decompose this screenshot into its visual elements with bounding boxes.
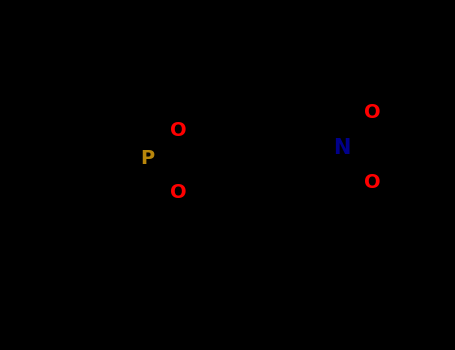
- Text: O: O: [170, 120, 186, 140]
- Text: P: P: [140, 148, 154, 168]
- Text: N: N: [334, 138, 351, 158]
- Text: O: O: [364, 103, 380, 121]
- Text: O: O: [170, 182, 186, 202]
- Text: O: O: [364, 173, 380, 191]
